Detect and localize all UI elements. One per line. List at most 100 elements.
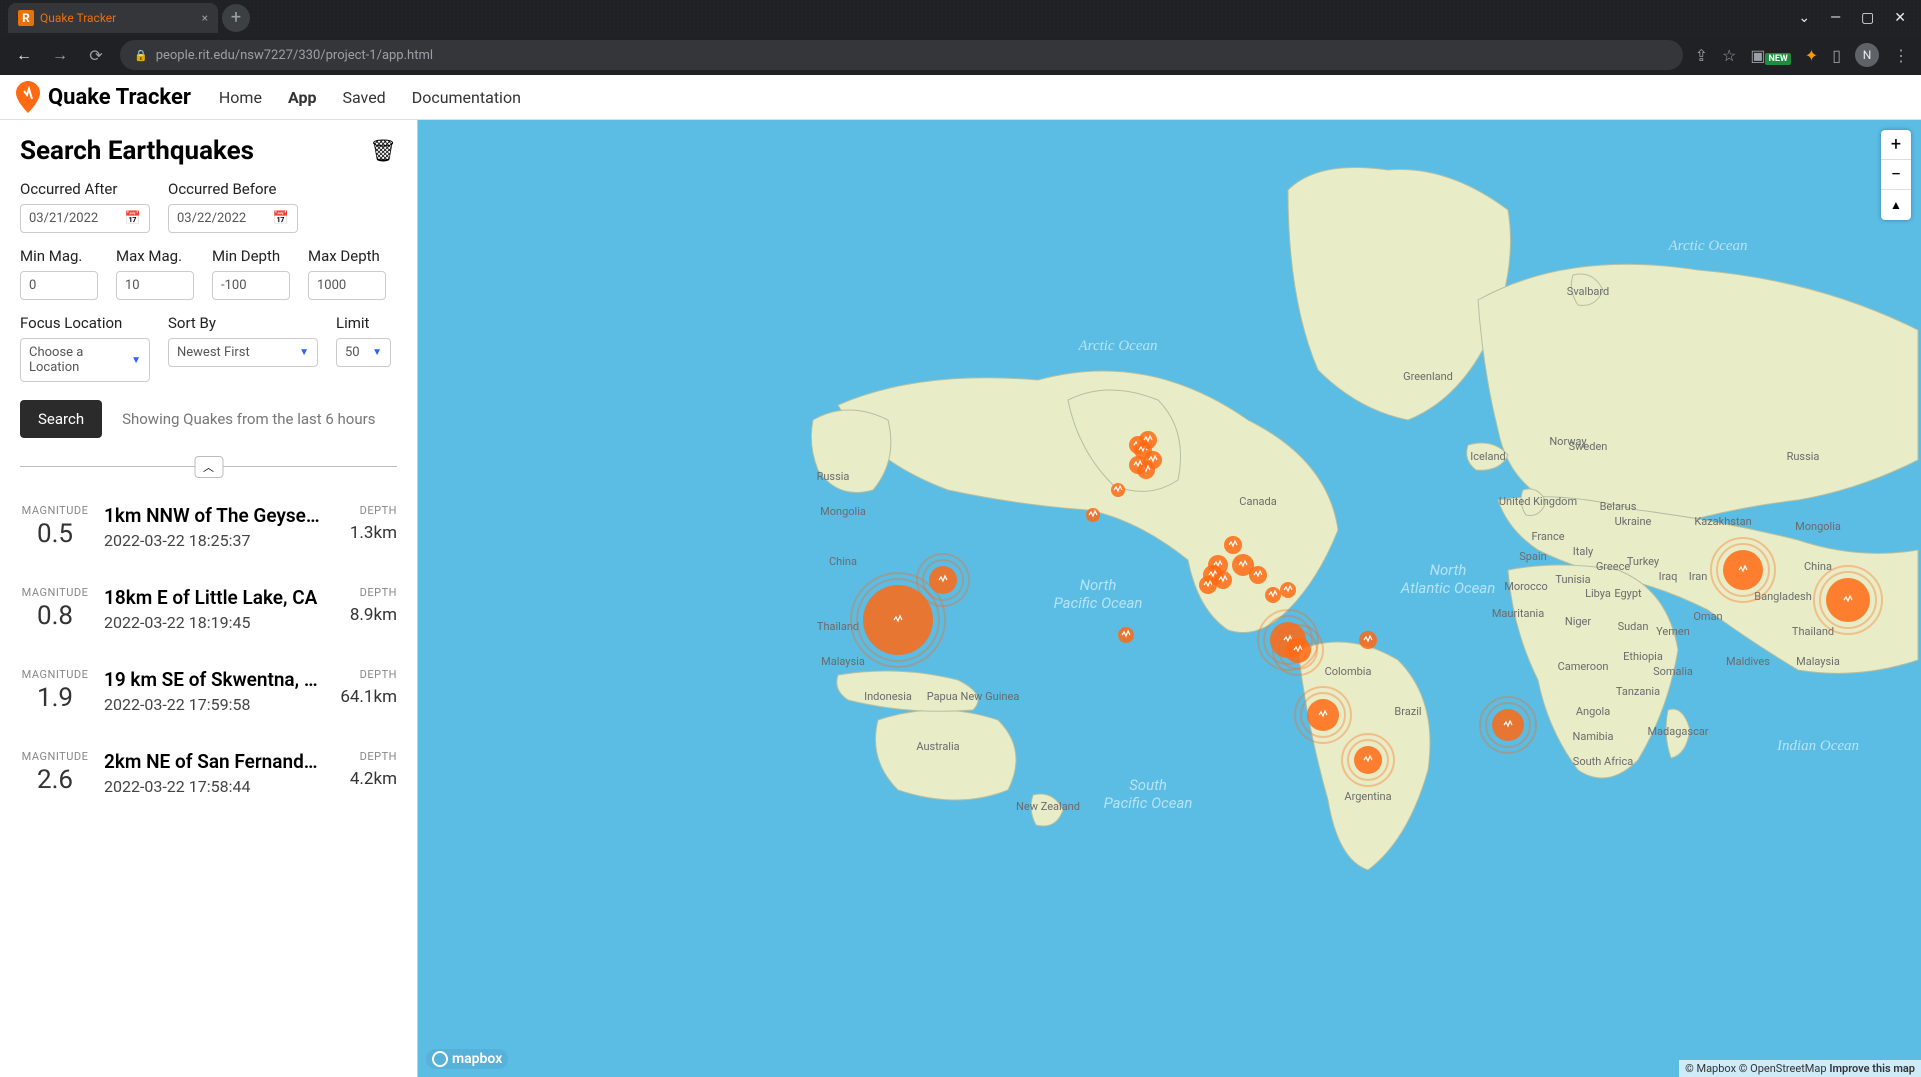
trash-icon[interactable]: 🗑 xyxy=(369,139,397,164)
country-label: Iraq xyxy=(1659,570,1678,583)
nav-link-home[interactable]: Home xyxy=(219,88,262,107)
map-attribution: © Mapbox © OpenStreetMap Improve this ma… xyxy=(1679,1060,1921,1077)
country-label: Ethiopia xyxy=(1623,650,1663,663)
maximize-icon[interactable]: ▢ xyxy=(1861,10,1874,26)
country-label: Malaysia xyxy=(821,655,865,668)
focus-location-label: Focus Location xyxy=(20,314,150,332)
mapbox-icon xyxy=(432,1051,448,1067)
ocean-label: Indian Ocean xyxy=(1776,738,1859,754)
map[interactable]: Arctic OceanArctic OceanNorthPacific Oce… xyxy=(418,120,1921,1077)
country-label: Iran xyxy=(1689,570,1708,583)
country-label: Yemen xyxy=(1656,625,1690,638)
zoom-out-button[interactable]: − xyxy=(1881,160,1911,190)
depth-label: DEPTH xyxy=(337,750,397,763)
country-label: Angola xyxy=(1576,705,1610,718)
ocean-label: Arctic Ocean xyxy=(1078,338,1158,354)
sidebar: Search Earthquakes 🗑 Occurred After 03/2… xyxy=(0,120,418,1077)
extensions-icon[interactable]: ▣NEW xyxy=(1750,46,1790,65)
calendar-icon: 📅 xyxy=(273,211,289,226)
map-controls: + − ▲ xyxy=(1881,130,1911,220)
browser-chrome: R Quake Tracker × + ⌄ — ▢ ✕ ← → ⟳ 🔒 peop… xyxy=(0,0,1921,75)
puzzle-icon[interactable]: ✦ xyxy=(1805,46,1818,65)
min-mag-input[interactable]: 0 xyxy=(20,271,98,300)
result-item[interactable]: MAGNITUDE 1.9 19 km SE of Skwentna, Al..… xyxy=(0,650,417,732)
country-label: Libya xyxy=(1585,587,1611,600)
max-mag-label: Max Mag. xyxy=(116,247,194,265)
max-mag-input[interactable]: 10 xyxy=(116,271,194,300)
occurred-after-input[interactable]: 03/21/2022 📅 xyxy=(20,204,150,233)
attrib-mapbox[interactable]: © Mapbox xyxy=(1685,1062,1736,1075)
occurred-before-input[interactable]: 03/22/2022 📅 xyxy=(168,204,298,233)
occurred-before-label: Occurred Before xyxy=(168,180,298,198)
country-label: Iceland xyxy=(1470,450,1506,463)
app-header: Quake Tracker HomeAppSavedDocumentation xyxy=(0,75,1921,120)
result-item[interactable]: MAGNITUDE 0.8 18km E of Little Lake, CA … xyxy=(0,568,417,650)
country-label: Argentina xyxy=(1344,790,1391,803)
forward-icon[interactable]: → xyxy=(48,45,72,65)
back-icon[interactable]: ← xyxy=(12,45,36,65)
country-label: Papua New Guinea xyxy=(927,690,1020,703)
tab-title: Quake Tracker xyxy=(40,11,116,25)
country-label: Russia xyxy=(1787,450,1820,463)
nav-link-documentation[interactable]: Documentation xyxy=(412,88,521,107)
country-label: Egypt xyxy=(1614,587,1642,600)
window-controls: ⌄ — ▢ ✕ xyxy=(1798,10,1921,26)
limit-label: Limit xyxy=(336,314,391,332)
tab-favicon: R xyxy=(18,10,34,26)
logo-icon xyxy=(16,81,40,113)
expand-tabs-icon[interactable]: ⌄ xyxy=(1798,10,1810,26)
menu-icon[interactable]: ⋮ xyxy=(1893,46,1909,65)
browser-tab[interactable]: R Quake Tracker × xyxy=(8,3,218,33)
limit-value: 50 xyxy=(345,345,360,360)
min-depth-input[interactable]: -100 xyxy=(212,271,290,300)
bookmark-icon[interactable]: ☆ xyxy=(1722,46,1736,65)
country-label: Somalia xyxy=(1653,665,1693,678)
collapse-button[interactable]: ︿ xyxy=(194,456,223,478)
country-label: China xyxy=(829,555,857,568)
max-mag-value: 10 xyxy=(125,278,140,293)
land-australia xyxy=(876,710,1017,800)
main: Search Earthquakes 🗑 Occurred After 03/2… xyxy=(0,120,1921,1077)
country-label: Ukraine xyxy=(1615,515,1652,528)
location-title: 18km E of Little Lake, CA xyxy=(104,586,323,609)
country-label: Indonesia xyxy=(864,690,912,703)
country-label: China xyxy=(1804,560,1832,573)
url-input[interactable]: 🔒 people.rit.edu/nsw7227/330/project-1/a… xyxy=(120,40,1683,70)
result-item[interactable]: MAGNITUDE 0.5 1km NNW of The Geysers,...… xyxy=(0,486,417,568)
depth-value: 4.2km xyxy=(337,769,397,789)
attrib-osm[interactable]: © OpenStreetMap xyxy=(1739,1062,1827,1075)
max-depth-input[interactable]: 1000 xyxy=(308,271,386,300)
search-button[interactable]: Search xyxy=(20,400,102,438)
close-window-icon[interactable]: ✕ xyxy=(1894,10,1906,26)
attrib-improve[interactable]: Improve this map xyxy=(1829,1062,1915,1075)
result-item[interactable]: MAGNITUDE 2.6 2km NE of San Fernando, ..… xyxy=(0,732,417,814)
magnitude-label: MAGNITUDE xyxy=(20,750,90,763)
country-label: Morocco xyxy=(1504,580,1548,593)
sort-by-select[interactable]: Newest First ▼ xyxy=(168,338,318,367)
focus-location-select[interactable]: Choose a Location ▼ xyxy=(20,338,150,382)
magnitude-value: 1.9 xyxy=(20,683,90,713)
zoom-in-button[interactable]: + xyxy=(1881,130,1911,160)
new-tab-button[interactable]: + xyxy=(222,4,250,32)
ocean-label: Arctic Ocean xyxy=(1668,238,1748,254)
share-icon[interactable]: ⇪ xyxy=(1695,46,1708,65)
depth-value: 1.3km xyxy=(337,523,397,543)
minimize-icon[interactable]: — xyxy=(1830,10,1841,26)
calendar-icon: 📅 xyxy=(125,211,141,226)
nav-link-app[interactable]: App xyxy=(288,88,317,107)
compass-button[interactable]: ▲ xyxy=(1881,190,1911,220)
reload-icon[interactable]: ⟳ xyxy=(84,46,108,65)
panel-icon[interactable]: ▯ xyxy=(1832,46,1841,65)
depth-value: 64.1km xyxy=(337,687,397,707)
tab-close-icon[interactable]: × xyxy=(202,11,208,25)
results-list[interactable]: MAGNITUDE 0.5 1km NNW of The Geysers,...… xyxy=(0,476,417,1077)
map-canvas[interactable]: Arctic OceanArctic OceanNorthPacific Oce… xyxy=(418,120,1921,1077)
nav-link-saved[interactable]: Saved xyxy=(342,88,385,107)
url-text: people.rit.edu/nsw7227/330/project-1/app… xyxy=(156,48,433,63)
country-label: Italy xyxy=(1573,545,1594,558)
nav-links: Home App Saved Documentation xyxy=(219,88,521,107)
profile-avatar[interactable]: N xyxy=(1855,43,1879,67)
country-label: Sudan xyxy=(1618,620,1649,633)
limit-select[interactable]: 50 ▼ xyxy=(336,338,391,367)
country-label: Spain xyxy=(1519,550,1546,563)
